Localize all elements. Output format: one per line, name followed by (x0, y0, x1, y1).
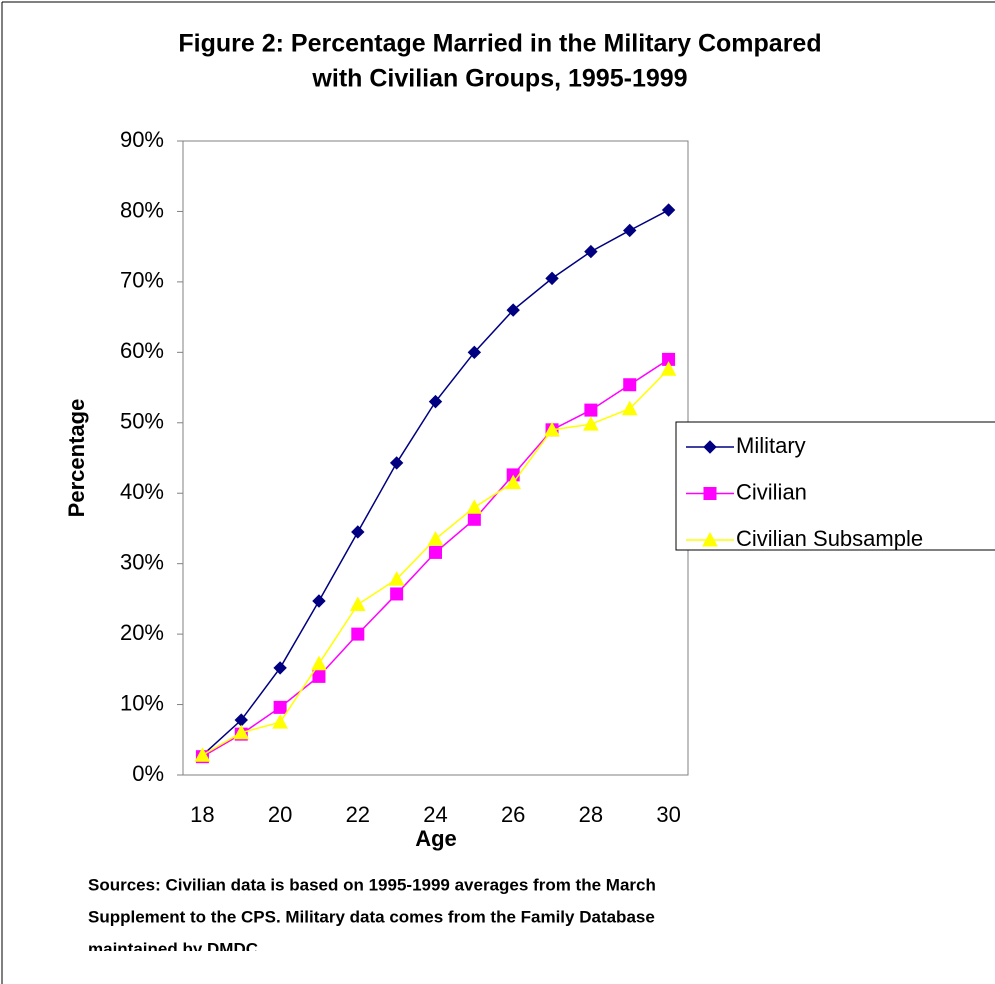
data-point (428, 394, 443, 409)
data-point (312, 669, 326, 683)
x-tick-label: 30 (656, 802, 680, 827)
data-point (467, 512, 481, 526)
x-tick-label: 28 (579, 802, 603, 827)
series-line (201, 209, 669, 756)
data-point (505, 474, 522, 490)
data-point (194, 747, 211, 762)
y-tick-label: 80% (120, 197, 164, 222)
note-line: Supplement to the CPS. Military data com… (88, 907, 655, 926)
data-point (388, 571, 405, 586)
data-point (545, 271, 559, 286)
data-point (233, 724, 250, 740)
data-point (506, 303, 520, 317)
note: Sources: Civilian data is based on 1995-… (88, 875, 656, 958)
data-point (661, 203, 676, 217)
data-point (311, 655, 327, 671)
data-point (429, 545, 442, 559)
data-point (623, 223, 637, 238)
legend-marker (702, 531, 718, 547)
y-tick-label: 20% (120, 620, 164, 645)
x-axis-label: Age (415, 826, 457, 851)
data-point (584, 244, 598, 259)
chart-title: with Civilian Groups, 1995-1999 (311, 65, 687, 93)
x-tick-label: 22 (346, 802, 370, 827)
legend-marker (703, 440, 717, 454)
data-point (623, 378, 637, 392)
data-point (660, 361, 677, 376)
x-tick-label: 26 (501, 802, 525, 827)
y-tick-label: 10% (120, 690, 164, 715)
data-point (467, 345, 482, 360)
legend-label: Civilian (736, 479, 807, 504)
x-tick-label: 18 (190, 802, 214, 827)
data-point (349, 596, 366, 612)
legend-box (675, 421, 995, 551)
data-point (351, 627, 365, 641)
legend-label: Military (736, 433, 806, 458)
plot-area (182, 140, 689, 776)
note-line: Sources: Civilian data is based on 1995-… (88, 875, 656, 894)
x-tick-label: 24 (423, 802, 447, 827)
x-tick-label: 20 (268, 802, 292, 827)
data-point (621, 400, 638, 416)
y-tick-label: 60% (120, 338, 164, 363)
data-point (389, 456, 404, 470)
chart-title: Figure 2: Percentage Married in the Mili… (178, 30, 821, 58)
note-line: maintained by DMDC. (88, 939, 263, 958)
data-point (351, 525, 365, 539)
y-tick-label: 40% (120, 479, 164, 504)
data-point (272, 714, 288, 729)
y-tick-label: 70% (120, 268, 164, 293)
y-tick-label: 30% (120, 549, 164, 574)
legend-marker (703, 487, 717, 500)
data-point (390, 587, 404, 601)
data-point (544, 421, 560, 437)
data-point (273, 700, 287, 714)
legend-label: Civilian Subsample (736, 526, 923, 551)
data-point (584, 403, 598, 417)
data-point (427, 530, 444, 546)
y-axis-label: Percentage (64, 399, 89, 518)
y-tick-label: 50% (120, 409, 164, 434)
data-point (273, 661, 287, 675)
series-line (202, 368, 670, 756)
data-point (312, 594, 326, 608)
data-point (583, 416, 599, 431)
data-point (466, 499, 483, 514)
y-tick-label: 0% (132, 761, 164, 786)
y-tick-label: 90% (120, 127, 164, 152)
